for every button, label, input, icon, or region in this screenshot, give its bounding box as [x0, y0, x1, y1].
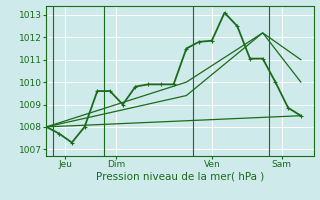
X-axis label: Pression niveau de la mer( hPa ): Pression niveau de la mer( hPa ) [96, 172, 264, 182]
